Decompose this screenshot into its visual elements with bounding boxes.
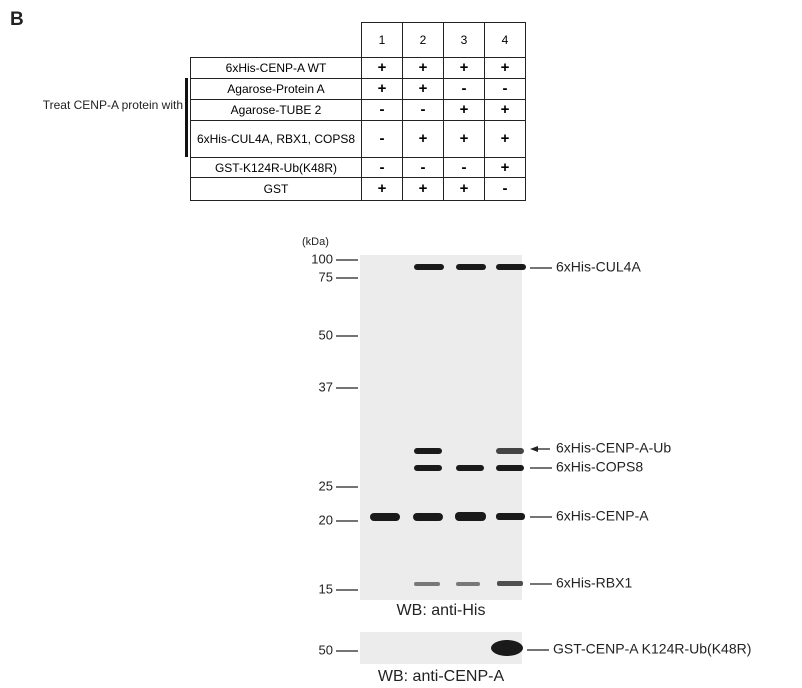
condition-label: Agarose-TUBE 2 <box>191 100 362 121</box>
condition-cell: + <box>403 58 444 79</box>
lane-number: 3 <box>444 23 485 58</box>
marker-label: 50 <box>319 327 333 342</box>
marker-label: 37 <box>319 379 333 394</box>
arrow-head <box>530 446 538 452</box>
marker-label: 25 <box>319 478 333 493</box>
condition-cell: - <box>362 121 403 158</box>
marker-label: 15 <box>319 581 333 596</box>
marker-label: 50 <box>319 642 333 657</box>
blot-top <box>360 255 522 600</box>
band-label: 6xHis-CENP-A-Ub <box>556 440 671 456</box>
condition-row: GST+++- <box>191 178 526 201</box>
condition-cell: - <box>444 158 485 178</box>
condition-label: 6xHis-CENP-A WT <box>191 58 362 79</box>
condition-row: Agarose-TUBE 2--++ <box>191 100 526 121</box>
blank-cell <box>191 23 362 58</box>
group-bar <box>185 78 188 157</box>
condition-cell: + <box>485 100 526 121</box>
condition-label: GST-K124R-Ub(K48R) <box>191 158 362 178</box>
lane-number: 1 <box>362 23 403 58</box>
condition-cell: - <box>485 79 526 100</box>
condition-cell: + <box>485 121 526 158</box>
condition-cell: + <box>485 58 526 79</box>
caption-bottom: WB: anti-CENP-A <box>378 668 505 685</box>
condition-row: GST-K124R-Ub(K48R)---+ <box>191 158 526 178</box>
condition-cell: + <box>444 100 485 121</box>
lane-number: 4 <box>485 23 526 58</box>
condition-label: Agarose-Protein A <box>191 79 362 100</box>
condition-cell: - <box>485 178 526 201</box>
unit-label: (kDa) <box>302 236 329 248</box>
condition-cell: - <box>362 100 403 121</box>
condition-cell: - <box>403 100 444 121</box>
condition-row: 6xHis-CENP-A WT++++ <box>191 58 526 79</box>
band-label: 6xHis-COPS8 <box>556 459 643 475</box>
figure: B Treat CENP-A protein with (kDa) WB: an… <box>0 0 802 688</box>
marker-label: 20 <box>319 512 333 527</box>
condition-label: 6xHis-CUL4A, RBX1, COPS8 <box>191 121 362 158</box>
band-label: 6xHis-CENP-A <box>556 508 649 524</box>
caption-top: WB: anti-His <box>397 602 486 619</box>
band-label: 6xHis-CUL4A <box>556 259 641 275</box>
condition-cell: + <box>362 178 403 201</box>
condition-label: GST <box>191 178 362 201</box>
condition-cell: + <box>403 79 444 100</box>
condition-cell: - <box>403 158 444 178</box>
condition-cell: + <box>444 58 485 79</box>
condition-cell: - <box>362 158 403 178</box>
group-label: Treat CENP-A protein with <box>43 98 183 112</box>
lane-number: 2 <box>403 23 444 58</box>
band-label: GST-CENP-A K124R-Ub(K48R) <box>553 641 751 657</box>
panel-label: B <box>10 9 24 30</box>
marker-label: 75 <box>319 269 333 284</box>
condition-cell: + <box>485 158 526 178</box>
condition-cell: + <box>444 121 485 158</box>
condition-row: Agarose-Protein A++-- <box>191 79 526 100</box>
band-label: 6xHis-RBX1 <box>556 575 632 591</box>
condition-cell: + <box>403 178 444 201</box>
marker-label: 100 <box>311 251 333 266</box>
condition-cell: - <box>444 79 485 100</box>
condition-cell: + <box>362 79 403 100</box>
condition-cell: + <box>403 121 444 158</box>
condition-cell: + <box>362 58 403 79</box>
condition-row: 6xHis-CUL4A, RBX1, COPS8-+++ <box>191 121 526 158</box>
condition-cell: + <box>444 178 485 201</box>
